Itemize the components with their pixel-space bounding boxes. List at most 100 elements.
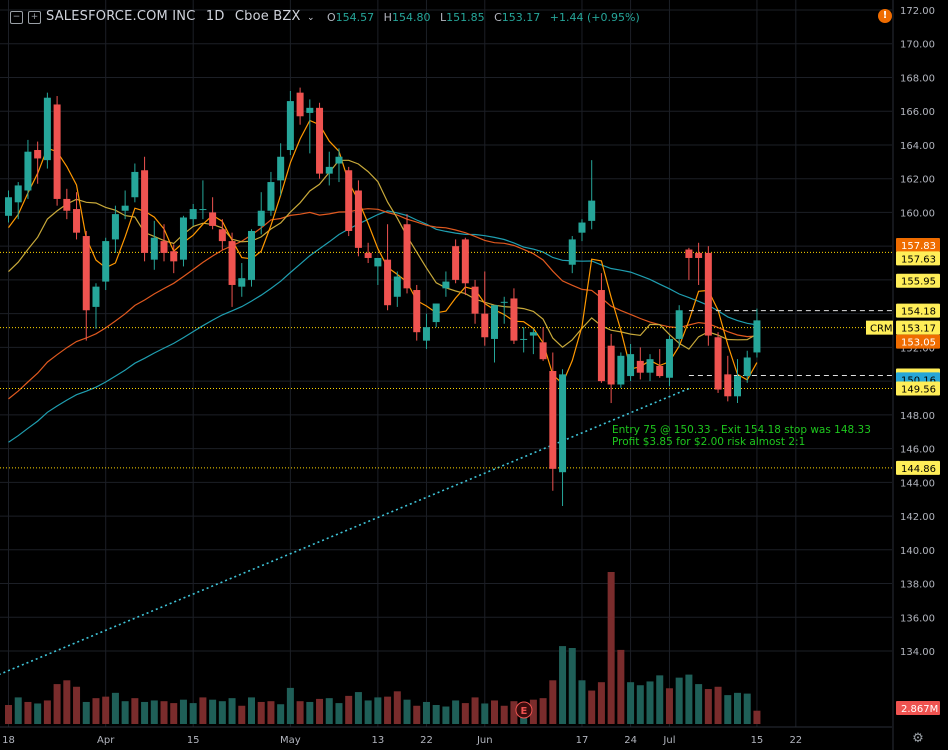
volume-bar (461, 703, 469, 724)
volume-bar (14, 697, 22, 724)
low-value: 151.85 (446, 11, 485, 24)
volume-bars (5, 572, 761, 724)
price-badge-bg (896, 381, 940, 396)
collapse-icon[interactable]: − (10, 11, 23, 24)
volume-bar (413, 705, 421, 724)
candle-body (627, 354, 635, 377)
y-tick-label: 134.00 (900, 647, 935, 658)
volume-bar (228, 698, 236, 724)
candle-body (578, 222, 586, 233)
volume-bar (316, 698, 324, 724)
y-tick-label: 138.00 (900, 580, 935, 591)
volume-bar (393, 691, 401, 724)
chevron-down-icon[interactable]: ⌄ (306, 13, 315, 23)
candle-body (539, 342, 547, 360)
ma-mid-line (8, 159, 758, 350)
x-tick-label: 18 (2, 735, 15, 746)
candle-body (743, 357, 751, 377)
gear-icon[interactable]: ⚙ (912, 731, 924, 746)
y-tick-label: 166.00 (900, 107, 935, 118)
volume-bar (646, 681, 654, 724)
symbol-exchange: Cboe BZX (234, 9, 301, 24)
price-badge: 144.86 (901, 464, 936, 475)
volume-bar (24, 701, 32, 724)
price-badge-bg (896, 320, 940, 335)
candle-body (695, 252, 703, 258)
candle-body (510, 298, 518, 341)
x-tick-label: 24 (624, 735, 637, 746)
y-tick-label: 164.00 (900, 141, 935, 152)
volume-bar (286, 687, 294, 724)
volume-bar (432, 705, 440, 724)
volume-bar (43, 700, 51, 724)
volume-bar (656, 675, 664, 724)
candle-body (102, 241, 110, 282)
candle-body (724, 374, 732, 397)
volume-bar (73, 686, 81, 724)
expand-icon[interactable]: + (28, 11, 41, 24)
earnings-marker: E (515, 701, 533, 719)
candle-body (141, 170, 149, 253)
candle-body (160, 241, 168, 253)
high-label: H (383, 11, 392, 24)
candle-body (403, 224, 411, 289)
volume-bar (189, 703, 197, 724)
candle-body (588, 200, 596, 221)
low-label: L (439, 11, 447, 24)
candle-body (734, 376, 741, 397)
candle-body (111, 214, 119, 240)
candle-body (228, 241, 236, 285)
open-value: 154.57 (335, 11, 375, 24)
candle-body (559, 374, 567, 473)
candle-body (199, 209, 207, 211)
price-badge-bg (896, 238, 940, 253)
candle-body (286, 101, 294, 151)
candle-body (500, 301, 508, 303)
candle-body (92, 286, 100, 307)
ohlc-values: O154.57 H154.80 L151.85 C153.17 +1.44 (+… (327, 11, 646, 24)
volume-bar (150, 700, 158, 724)
candle-body (549, 370, 557, 469)
x-tick-label: 15 (187, 735, 200, 746)
candle-body (393, 276, 401, 297)
volume-bar (179, 699, 187, 724)
volume-bar (753, 710, 761, 724)
earnings-marker-label: E (521, 706, 528, 717)
alert-icon[interactable]: ! (878, 9, 892, 23)
candle-body (442, 281, 450, 289)
candle-body (422, 327, 430, 341)
volume-bar (734, 692, 741, 724)
x-tick-label: May (280, 735, 301, 746)
volume-bar (422, 701, 430, 724)
candle-body (14, 185, 22, 203)
candle-body (267, 182, 275, 211)
candle-body (150, 237, 158, 260)
candle-body (306, 107, 314, 113)
volume-bar (111, 692, 119, 724)
earnings-marker-circle (515, 701, 533, 719)
candle-body (617, 355, 625, 385)
price-badge: 157.83 (901, 241, 936, 252)
x-tick-label: Apr (97, 735, 115, 746)
volume-bar (500, 705, 508, 724)
volume-bar (199, 697, 207, 724)
candle-body (432, 303, 440, 323)
candle-body (257, 210, 265, 226)
candle-body (209, 212, 217, 226)
close-label: C (494, 11, 502, 24)
price-badges: 157.83157.63155.95154.18153.17CRM153.051… (866, 238, 940, 715)
candle-body (568, 239, 576, 265)
trade-annotation: Entry 75 @ 150.33 - Exit 154.18 stop was… (612, 424, 871, 448)
volume-bar (607, 572, 615, 724)
y-tick-label: 152.00 (900, 343, 935, 354)
symbol-interval: 1D (205, 9, 225, 24)
y-tick-label: 142.00 (900, 512, 935, 523)
horizontal-levels (0, 251, 892, 469)
chart-grid (0, 0, 892, 727)
candle-body (753, 320, 761, 353)
price-badge: 154.18 (901, 307, 936, 318)
symbol-title[interactable]: SALESFORCE.COM INC 1D Cboe BZX ⌄ (46, 9, 315, 24)
ma-long-line (8, 210, 757, 443)
volume-bar (714, 686, 722, 724)
